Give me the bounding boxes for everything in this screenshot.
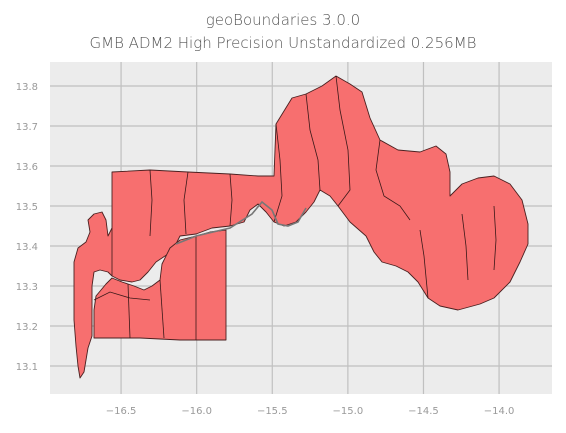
district-boundary bbox=[461, 213, 469, 281]
y-tick-label: 13.6 bbox=[16, 162, 38, 173]
y-tick-label: 13.1 bbox=[16, 362, 38, 373]
y-tick-label: 13.2 bbox=[16, 322, 38, 333]
x-tick-label: −15.0 bbox=[333, 406, 364, 417]
gambia-river bbox=[175, 200, 307, 245]
district-boundary bbox=[159, 279, 165, 339]
district-boundary bbox=[305, 93, 321, 191]
y-tick-label: 13.3 bbox=[16, 282, 38, 293]
district-boundary bbox=[273, 123, 283, 223]
x-tick-label: −14.0 bbox=[484, 406, 515, 417]
district-boundary bbox=[375, 139, 411, 221]
map-title: geoBoundaries 3.0.0 bbox=[205, 11, 361, 29]
tick-labels: −16.5 −16.0 −15.5 −15.0 −14.5 −14.0 13.1 13.2 13… bbox=[16, 82, 515, 417]
district-boundary bbox=[419, 229, 429, 299]
y-tick-label: 13.7 bbox=[16, 122, 38, 133]
map-subtitle: GMB ADM2 High Precision Unstandardized 0… bbox=[89, 34, 477, 52]
y-tick-label: 13.4 bbox=[16, 242, 38, 253]
district-boundary bbox=[229, 173, 233, 227]
district-boundary bbox=[493, 205, 497, 271]
district-boundary bbox=[149, 169, 153, 237]
y-tick-label: 13.8 bbox=[16, 82, 38, 93]
y-tick-label: 13.5 bbox=[16, 202, 38, 213]
x-tick-label: −15.5 bbox=[257, 406, 288, 417]
district-boundary bbox=[127, 283, 131, 339]
x-tick-label: −16.5 bbox=[106, 406, 137, 417]
x-tick-label: −16.0 bbox=[181, 406, 212, 417]
district-boundary bbox=[183, 171, 189, 235]
district-boundary bbox=[93, 291, 151, 301]
district-boundary bbox=[335, 75, 351, 207]
x-tick-label: −14.5 bbox=[408, 406, 439, 417]
gambia-adm2-map bbox=[73, 75, 529, 379]
